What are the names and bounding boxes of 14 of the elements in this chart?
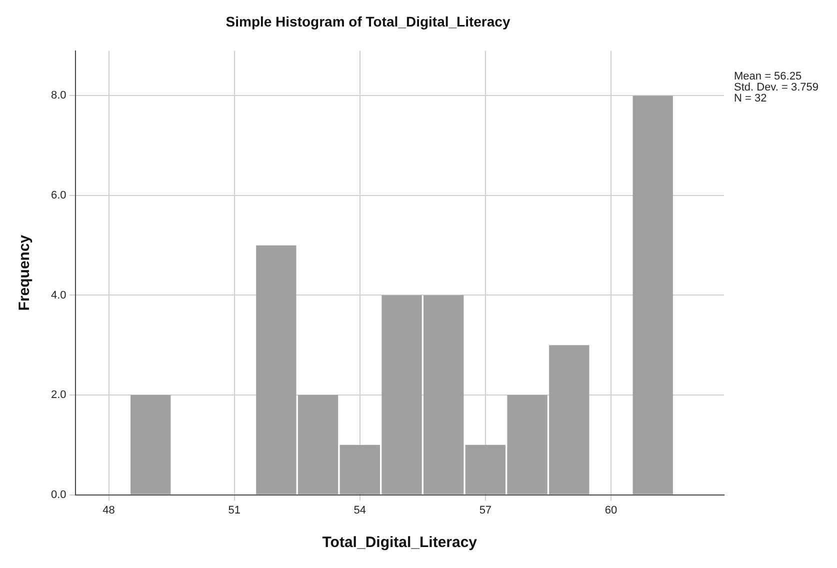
- y-tick-label: 8.0: [50, 90, 66, 102]
- y-tick-label: 4.0: [50, 289, 66, 302]
- y-tick-label: 2.0: [50, 389, 66, 402]
- x-tick-label: 54: [354, 504, 366, 516]
- text: Mean = 56.25 Std. Dev. = 3.759 N = 32: [734, 70, 818, 104]
- y-tick-label: 0.0: [50, 488, 66, 501]
- x-tick-label: 60: [604, 504, 618, 516]
- x-axis-title: Total_Digital_Literacy: [322, 534, 478, 552]
- chart-title: Simple Histogram of Total_Digital_Literacy: [226, 13, 510, 30]
- y-tick-label: 6.0: [50, 190, 66, 202]
- x-tick-label: 48: [102, 504, 115, 516]
- x-tick-label: 51: [228, 504, 240, 516]
- x-tick-label: 57: [479, 504, 492, 516]
- y-axis-title: Frequency: [16, 234, 34, 311]
